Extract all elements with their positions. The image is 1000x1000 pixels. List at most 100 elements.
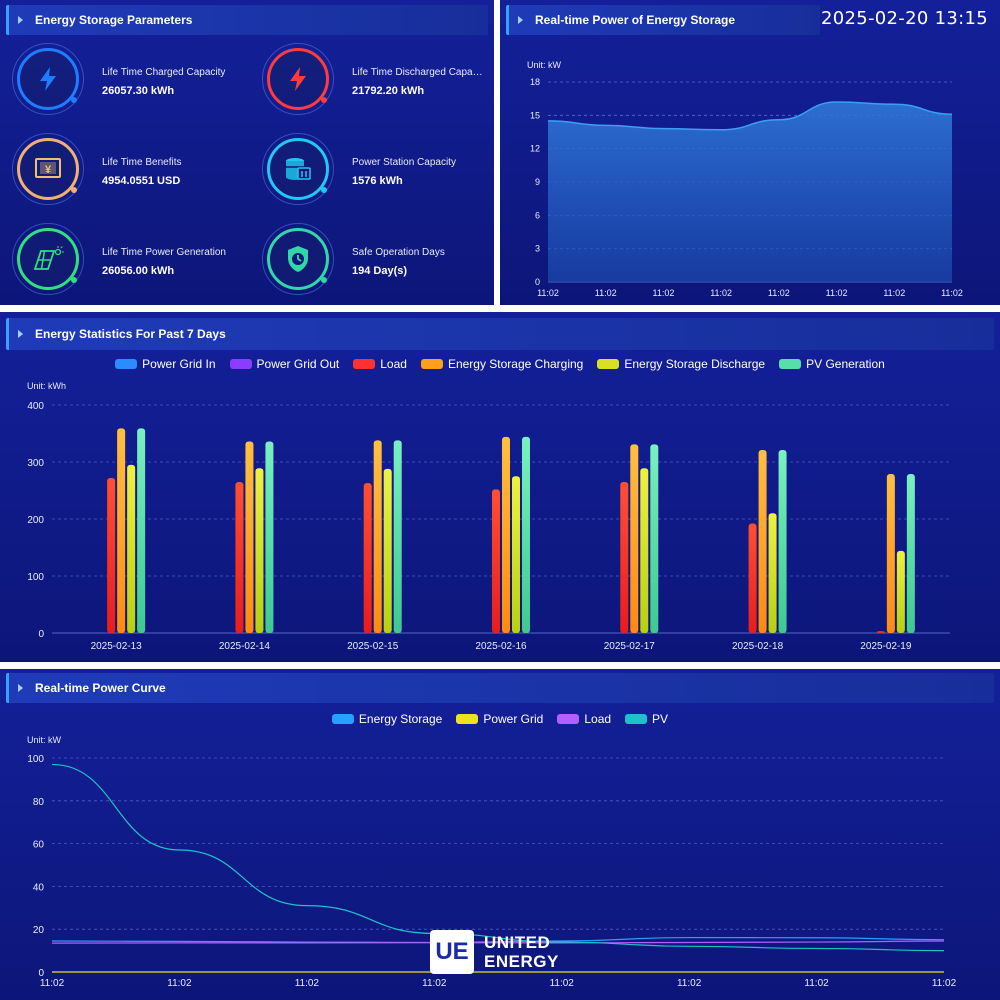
unit-label: Unit: kWh (27, 381, 67, 391)
y-tick-label: 18 (530, 77, 540, 87)
param-value: 194 Day(s) (352, 265, 408, 277)
y-tick-label: 200 (27, 515, 44, 526)
weekly-bar-chart: 0 100 200 300 400 2025-02-13 2025-02-14 2025-02… (27, 401, 950, 652)
y-tick-label: 0 (38, 629, 44, 640)
logo-mark: UE (430, 930, 474, 974)
y-tick-label: 0 (535, 277, 540, 287)
bar (502, 436, 510, 633)
x-tick-label: 2025-02-17 (604, 641, 656, 652)
bar (373, 440, 382, 633)
bar (363, 483, 372, 633)
realtime-storage-header: Real-time Power of Energy Storage (506, 5, 820, 35)
y-tick-label: 15 (530, 110, 540, 120)
energy-storage-parameters-panel: Energy Storage Parameters Life Time Char… (0, 0, 494, 305)
param-value: 1576 kWh (352, 175, 403, 187)
curve-title: Real-time Power Curve (35, 681, 166, 695)
bar (620, 481, 629, 633)
triangle-icon (518, 16, 523, 24)
x-tick-label: 11:02 (652, 288, 674, 298)
bar (245, 441, 254, 633)
y-tick-label: 12 (530, 144, 540, 154)
bar (235, 481, 244, 633)
param-label: Safe Operation Days (352, 247, 445, 258)
series-line (51, 763, 945, 952)
x-tick-label: 2025-02-13 (91, 641, 143, 652)
logo-line-2: ENERGY (484, 952, 559, 971)
curve-legend: Energy Storage Power Grid Load PV (0, 712, 1000, 726)
param-benefits: ¥ Life Time Benefits 4954.0551 USD (12, 133, 252, 213)
bar (748, 523, 757, 633)
storage-area-chart: 0 3 6 9 12 15 18 11:02 11:02 11:02 11:02 11:02 11:02… (530, 77, 963, 298)
area-fill (548, 102, 952, 282)
x-tick-label: 2025-02-16 (475, 641, 527, 652)
bar (383, 468, 392, 633)
legend-item[interactable]: PV Generation (779, 357, 885, 371)
lightning-icon (262, 43, 334, 115)
legend-item[interactable]: Load (557, 712, 611, 726)
legend-label: PV (652, 712, 669, 726)
legend-label: Energy Storage Discharge (624, 357, 766, 371)
weekly-header: Energy Statistics For Past 7 Days (6, 318, 994, 350)
x-tick-label: 2025-02-14 (219, 641, 271, 652)
param-charged-capacity: Life Time Charged Capacity 26057.30 kWh (12, 43, 252, 123)
bar (117, 428, 126, 633)
legend-swatch (229, 359, 252, 369)
legend-item[interactable]: Energy Storage (331, 712, 442, 726)
legend-label: Load (380, 357, 407, 371)
legend-label: Load (584, 712, 612, 726)
legend-label: Energy Storage Charging (447, 357, 584, 371)
param-value: 4954.0551 USD (102, 175, 181, 187)
legend-item[interactable]: Load (353, 357, 407, 371)
param-label: Life Time Power Generation (102, 247, 226, 258)
legend-item[interactable]: PV (625, 712, 668, 726)
curve-header: Real-time Power Curve (6, 673, 994, 703)
legend-swatch (557, 714, 580, 724)
bar (768, 513, 777, 633)
lightning-icon (12, 43, 84, 115)
realtime-storage-title: Real-time Power of Energy Storage (535, 13, 736, 27)
x-tick-label: 11:02 (422, 978, 447, 989)
solar-panel-icon (12, 223, 84, 295)
series-line (51, 940, 945, 944)
params-title: Energy Storage Parameters (35, 13, 193, 27)
param-value: 21792.20 kWh (352, 85, 425, 97)
triangle-icon (18, 684, 23, 692)
param-power-generation: Life Time Power Generation 26056.00 kWh (12, 223, 252, 303)
legend-item[interactable]: Energy Storage Discharge (597, 357, 765, 371)
legend-swatch (353, 359, 376, 369)
y-tick-label: 9 (535, 177, 540, 187)
x-tick-label: 11:02 (677, 978, 702, 989)
y-tick-label: 3 (535, 244, 540, 254)
y-tick-label: 60 (33, 840, 45, 851)
triangle-icon (18, 16, 23, 24)
y-tick-label: 400 (27, 401, 44, 412)
params-header: Energy Storage Parameters (6, 5, 488, 35)
current-datetime: 2025-02-20 13:15 (820, 8, 988, 29)
bar (255, 468, 264, 633)
legend-label: PV Generation (806, 357, 885, 371)
money-icon: ¥ (12, 133, 84, 205)
x-tick-label: 2025-02-19 (860, 641, 912, 652)
legend-item[interactable]: Power Grid Out (229, 357, 340, 371)
x-tick-label: 11:02 (826, 288, 848, 298)
legend-item[interactable]: Power Grid In (115, 357, 216, 371)
x-tick-label: 11:02 (883, 288, 905, 298)
param-label: Life Time Discharged Capacity (352, 67, 484, 78)
realtime-storage-panel: Real-time Power of Energy Storage 2025-0… (500, 0, 1000, 305)
legend-swatch (115, 359, 138, 369)
bar (107, 477, 116, 633)
x-tick-label: 11:02 (768, 288, 790, 298)
battery-storage-icon (262, 133, 334, 205)
param-safe-days: Safe Operation Days 194 Day(s) (262, 223, 494, 303)
triangle-icon (18, 330, 23, 338)
x-tick-label: 2025-02-18 (732, 641, 784, 652)
legend-item[interactable]: Power Grid (456, 712, 543, 726)
legend-label: Power Grid Out (256, 357, 340, 371)
legend-item[interactable]: Energy Storage Charging (420, 357, 584, 371)
x-tick-label: 11:02 (40, 978, 65, 989)
legend-swatch (331, 714, 354, 724)
y-tick-label: 40 (33, 882, 45, 893)
bar (522, 436, 530, 633)
bar (640, 468, 649, 633)
bar (886, 473, 895, 633)
